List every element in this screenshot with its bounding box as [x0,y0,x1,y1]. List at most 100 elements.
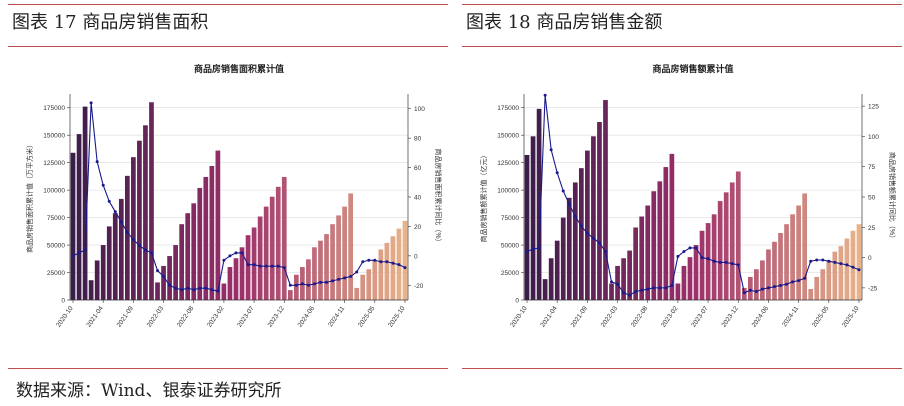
bar [639,216,645,300]
bar [591,136,596,300]
line-point [754,290,758,294]
chart-panel-amount: 图表 18 商品房销售金额 商品房销售额累计值 0 25000 50000 75000 1… [462,0,902,370]
bar [832,251,838,300]
bar [723,192,729,300]
x-tick-label: 2024-06 [297,305,317,329]
x-tick-label: 2020-10 [55,305,75,329]
bar [378,249,384,300]
bar [585,150,590,300]
line-point [349,274,353,278]
line-point [748,288,752,292]
bar [566,197,572,300]
line-point [258,264,262,268]
x-tick-label: 2022-08 [630,305,650,329]
bar [621,258,626,300]
x-tick-label: 2025-05 [357,305,377,329]
line-point [531,247,535,251]
y-tick-label: 0 [61,298,65,305]
y-tick-label: 125000 [497,160,519,167]
y2-tick-label: -20 [414,283,424,290]
figure-heading: 图表 18 商品房销售金额 [466,12,663,33]
line-point [95,160,99,164]
y2-tick-label: 125 [868,104,879,111]
line-point [694,246,698,250]
line-point [809,259,813,263]
bar [711,214,717,300]
line-point [742,291,746,295]
line-point [162,274,166,278]
y-tick-label: 25000 [47,270,65,277]
line-point [101,183,105,187]
bar [318,240,323,300]
bar [221,283,227,300]
line-point [107,199,111,203]
line-point [174,286,178,290]
y2-tick-label: 75 [868,164,876,171]
y2-tick-label: 100 [868,134,879,141]
line-point [730,262,734,266]
y2-tick-label: 40 [414,195,422,202]
bar [100,245,106,300]
line-point [234,251,238,255]
bar [687,257,693,300]
line-point [216,289,220,293]
line-point [670,283,674,287]
line-point [77,251,81,255]
line-point [585,231,589,235]
bar [578,168,584,300]
line-point [391,261,395,265]
bar [70,152,76,300]
bar [354,287,360,300]
y-tick-label: 50000 [501,243,519,250]
bar [633,227,639,300]
bar [372,260,378,300]
x-tick-label: 2020-10 [509,305,529,329]
bar [336,215,341,300]
x-tick-label: 2023-12 [720,305,740,329]
bar [772,241,777,300]
bar [191,203,197,300]
y2-tick-label: 0 [414,253,418,260]
bar [645,205,651,300]
bar [167,256,172,300]
y-tick-label: 150000 [43,133,65,140]
line-point [537,246,541,250]
bar [203,176,209,300]
bar [657,181,663,300]
line-point [83,248,87,252]
figure-heading: 图表 17 商品房销售面积 [12,12,209,33]
bar [597,122,602,301]
line-point [688,246,692,250]
line-point [198,286,202,290]
line-point [71,254,75,258]
line-point [252,263,256,267]
line-point [724,260,728,264]
y-tick-label: 50000 [47,243,65,250]
chart-title: 商品房销售面积累计值 [194,63,284,74]
bar [681,265,687,300]
line-point [628,293,632,297]
bar [209,165,215,300]
bar [245,235,251,300]
bar [233,258,239,300]
line-point [379,260,383,264]
y-tick-label: 75000 [47,215,65,222]
y2-axis-label: 商品房销售额累计同比（%） [888,152,897,242]
bar [197,187,203,300]
y2-axis-label: 商品房销售面积累计同比（%） [434,148,443,245]
bar [747,276,753,300]
line-point [785,282,789,286]
line-point [700,256,704,260]
line-point [525,250,529,254]
y-axis-label: 商品房销售额累计值（亿元） [479,152,488,243]
x-tick-label: 2025-10 [841,305,861,329]
bar [717,201,723,300]
bar [106,226,112,300]
line-point [318,280,322,284]
bar [143,125,148,300]
bar [112,213,118,300]
chart-panel-area: 图表 17 商品房销售面积 商品房销售面积累计值 0 25000 50000 75000… [8,0,448,370]
bar [366,269,372,300]
bar [149,102,154,300]
y-tick-label: 75000 [501,215,519,222]
